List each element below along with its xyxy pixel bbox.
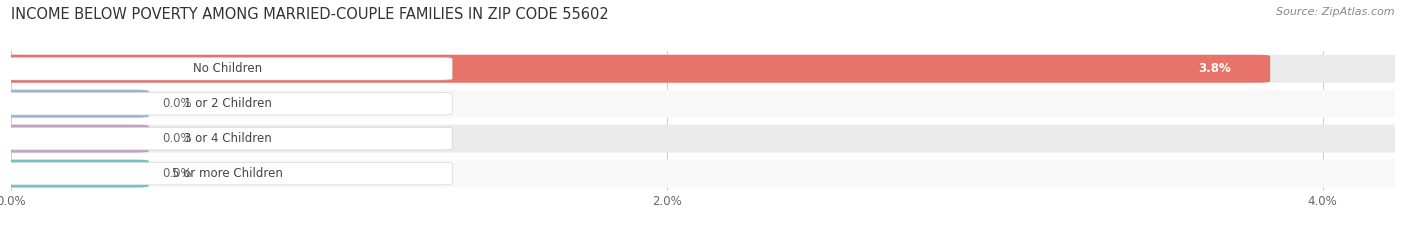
- FancyBboxPatch shape: [3, 162, 453, 185]
- FancyBboxPatch shape: [3, 127, 453, 150]
- Text: No Children: No Children: [193, 62, 262, 75]
- Text: 0.0%: 0.0%: [162, 132, 191, 145]
- Text: Source: ZipAtlas.com: Source: ZipAtlas.com: [1277, 7, 1395, 17]
- FancyBboxPatch shape: [0, 55, 1406, 83]
- Text: INCOME BELOW POVERTY AMONG MARRIED-COUPLE FAMILIES IN ZIP CODE 55602: INCOME BELOW POVERTY AMONG MARRIED-COUPL…: [11, 7, 609, 22]
- FancyBboxPatch shape: [0, 160, 149, 188]
- FancyBboxPatch shape: [0, 90, 149, 118]
- Text: 3 or 4 Children: 3 or 4 Children: [184, 132, 271, 145]
- Text: 5 or more Children: 5 or more Children: [172, 167, 283, 180]
- FancyBboxPatch shape: [0, 125, 1406, 153]
- Text: 0.0%: 0.0%: [162, 167, 191, 180]
- FancyBboxPatch shape: [0, 55, 1270, 83]
- FancyBboxPatch shape: [0, 160, 1406, 188]
- Text: 3.8%: 3.8%: [1198, 62, 1230, 75]
- FancyBboxPatch shape: [0, 90, 1406, 118]
- FancyBboxPatch shape: [3, 93, 453, 115]
- FancyBboxPatch shape: [0, 125, 149, 153]
- Text: 0.0%: 0.0%: [162, 97, 191, 110]
- FancyBboxPatch shape: [3, 58, 453, 80]
- Text: 1 or 2 Children: 1 or 2 Children: [184, 97, 271, 110]
